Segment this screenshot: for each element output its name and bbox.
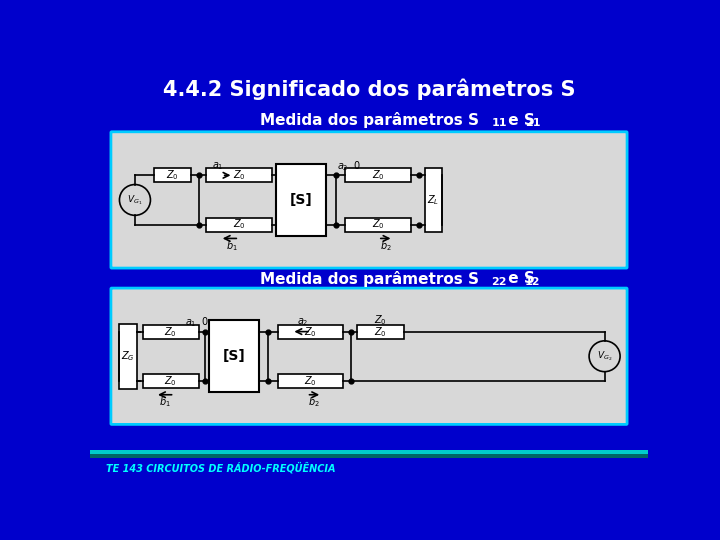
Text: $Z_0$: $Z_0$ <box>372 168 384 182</box>
Text: [S]: [S] <box>222 349 245 363</box>
Text: TE 143 CIRCUITOS DE RÁDIO-FREQÜÊNCIA: TE 143 CIRCUITOS DE RÁDIO-FREQÜÊNCIA <box>106 462 335 473</box>
Text: $a_2$: $a_2$ <box>297 316 309 328</box>
Text: $V_{G_2}$: $V_{G_2}$ <box>597 349 612 363</box>
Text: 21: 21 <box>525 118 540 129</box>
Bar <box>209 320 259 393</box>
Text: $Z_0$: $Z_0$ <box>164 325 177 339</box>
Text: $Z_0$: $Z_0$ <box>233 168 246 182</box>
Text: e S: e S <box>503 113 535 128</box>
Bar <box>357 325 404 339</box>
Text: $Z_0$: $Z_0$ <box>304 374 317 388</box>
Text: $b_1$: $b_1$ <box>225 239 238 253</box>
Text: [S]: [S] <box>290 193 312 207</box>
Bar <box>143 374 199 388</box>
Bar <box>143 325 199 339</box>
Text: $V_{G_1}$: $V_{G_1}$ <box>127 193 143 207</box>
Bar <box>206 218 272 232</box>
Text: $Z_0$: $Z_0$ <box>166 168 179 182</box>
Bar <box>206 168 272 182</box>
Bar <box>276 164 326 236</box>
Bar <box>153 168 191 182</box>
Text: $Z_L$: $Z_L$ <box>427 193 439 207</box>
Text: 4.4.2 Significado dos parâmetros S: 4.4.2 Significado dos parâmetros S <box>163 79 575 100</box>
Text: Medida dos parâmetros S: Medida dos parâmetros S <box>259 271 479 287</box>
Text: $a_1$  0: $a_1$ 0 <box>185 315 209 329</box>
Text: e S: e S <box>503 272 535 286</box>
Circle shape <box>589 341 620 372</box>
Text: $Z_0$: $Z_0$ <box>164 374 177 388</box>
Circle shape <box>120 185 150 215</box>
FancyBboxPatch shape <box>111 288 627 424</box>
Text: $Z_0$: $Z_0$ <box>372 218 384 232</box>
Text: $Z_0$: $Z_0$ <box>233 218 246 232</box>
Bar <box>90 450 648 454</box>
FancyBboxPatch shape <box>111 132 627 268</box>
Bar <box>345 218 411 232</box>
Bar <box>90 454 648 457</box>
Bar <box>120 324 137 389</box>
Text: $b_2$: $b_2$ <box>308 395 320 409</box>
Bar <box>277 374 343 388</box>
Text: $Z_0$: $Z_0$ <box>374 325 387 339</box>
Text: Medida dos parâmetros S: Medida dos parâmetros S <box>259 112 479 128</box>
Bar <box>425 167 442 232</box>
Bar <box>345 168 411 182</box>
Text: $Z_G$: $Z_G$ <box>121 349 135 363</box>
Text: $Z_0$: $Z_0$ <box>304 325 317 339</box>
Text: $b_1$: $b_1$ <box>158 395 171 409</box>
Text: 22: 22 <box>492 277 507 287</box>
Text: $Z_0$: $Z_0$ <box>374 313 387 327</box>
Text: $a_1$: $a_1$ <box>212 160 224 172</box>
Text: $a_2$  0: $a_2$ 0 <box>337 159 361 173</box>
Text: 12: 12 <box>525 277 540 287</box>
Bar <box>277 325 343 339</box>
Text: 11: 11 <box>492 118 507 129</box>
Text: $b_2$: $b_2$ <box>379 239 392 253</box>
